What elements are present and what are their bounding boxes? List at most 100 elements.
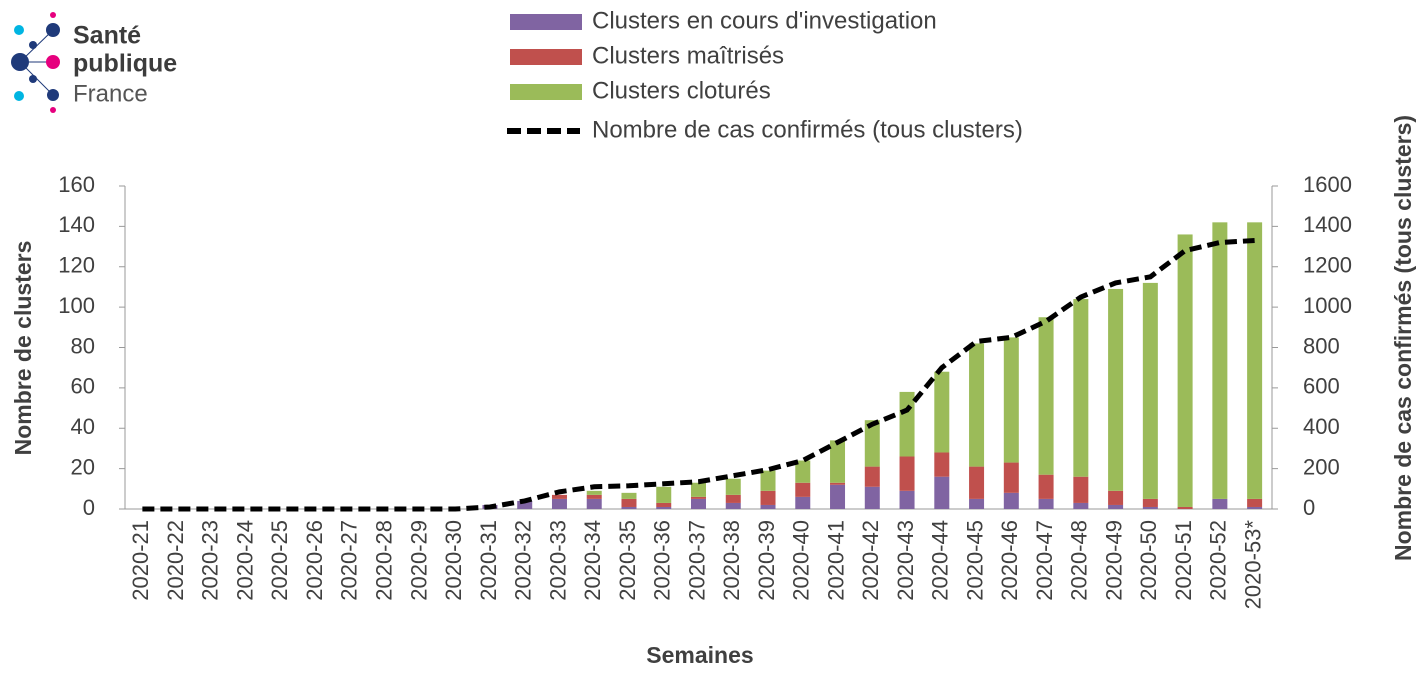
y-tick-label: 120 [58, 253, 95, 278]
bar [934, 371, 950, 453]
y2-tick-label: 400 [1303, 414, 1340, 439]
bar [586, 490, 602, 495]
x-tick-label: 2020-35 [615, 520, 640, 601]
bar [795, 496, 811, 509]
bar [621, 506, 637, 509]
x-tick-label: 2020-53* [1240, 520, 1265, 610]
y-tick-label: 20 [71, 454, 95, 479]
bar [1003, 462, 1019, 493]
bar [1073, 299, 1089, 477]
bar [656, 486, 672, 503]
bar [725, 478, 741, 495]
logo-text: publique [73, 50, 177, 78]
x-tick-label: 2020-31 [476, 520, 501, 601]
x-tick-label: 2020-51 [1171, 520, 1196, 601]
bar [551, 498, 567, 509]
bar [725, 502, 741, 509]
bar [586, 494, 602, 499]
logo-text: Santé [73, 22, 141, 50]
bar [864, 466, 880, 487]
bar [621, 498, 637, 507]
bar [1073, 476, 1089, 503]
bar [760, 490, 776, 505]
bar [1177, 234, 1193, 507]
bar [1247, 498, 1263, 507]
bar [1108, 490, 1124, 505]
x-tick-label: 2020-44 [928, 520, 953, 601]
x-tick-label: 2020-49 [1101, 520, 1126, 601]
x-axis-title: Semaines [646, 642, 753, 668]
x-tick-label: 2020-47 [1032, 520, 1057, 601]
x-tick-label: 2020-42 [858, 520, 883, 601]
x-tick-label: 2020-34 [580, 520, 605, 601]
bar [899, 391, 915, 457]
y2-tick-label: 600 [1303, 374, 1340, 399]
bar [1038, 498, 1054, 509]
bar [864, 486, 880, 509]
bar [691, 482, 706, 497]
x-tick-label: 2020-23 [198, 520, 223, 601]
x-tick-label: 2020-52 [1206, 520, 1231, 601]
bar [899, 456, 915, 491]
bar [899, 490, 915, 509]
bar [969, 343, 985, 467]
y-tick-label: 0 [83, 495, 95, 520]
bar [1038, 474, 1054, 499]
x-tick-label: 2020-27 [337, 520, 362, 601]
y-tick-label: 40 [71, 414, 95, 439]
bar [586, 498, 602, 509]
bar [621, 492, 637, 499]
bar [760, 504, 776, 509]
x-tick-label: 2020-26 [302, 520, 327, 601]
legend-swatch [510, 49, 582, 65]
bar [795, 482, 811, 497]
x-tick-label: 2020-50 [1136, 520, 1161, 601]
bar [760, 470, 776, 491]
bar [1003, 492, 1019, 509]
bar [795, 460, 811, 483]
bar [551, 494, 567, 499]
bar [1142, 498, 1158, 507]
x-tick-label: 2020-45 [962, 520, 987, 601]
x-tick-label: 2020-41 [823, 520, 848, 601]
bar [830, 484, 846, 509]
x-tick-label: 2020-21 [128, 520, 153, 601]
x-tick-label: 2020-37 [684, 520, 709, 601]
bar [1108, 504, 1124, 509]
y2-tick-label: 800 [1303, 333, 1340, 358]
legend-label: Clusters maîtrisés [592, 42, 784, 69]
bar [725, 494, 741, 503]
bar [934, 476, 950, 509]
bar [1142, 506, 1158, 509]
y2-tick-label: 1000 [1303, 293, 1352, 318]
legend-swatch [510, 84, 582, 100]
bar [517, 500, 533, 509]
legend-swatch [510, 14, 582, 30]
y-tick-label: 60 [71, 374, 95, 399]
y-tick-label: 80 [71, 333, 95, 358]
bar [1108, 288, 1124, 491]
bar [691, 496, 706, 499]
logo: Santé publique France [11, 12, 177, 113]
bar [656, 506, 672, 509]
bar [969, 498, 985, 509]
y2-tick-label: 200 [1303, 454, 1340, 479]
x-tick-label: 2020-29 [406, 520, 431, 601]
x-tick-label: 2020-24 [232, 520, 257, 601]
bar [656, 502, 672, 507]
x-tick-label: 2020-32 [511, 520, 536, 601]
bar [1212, 498, 1228, 509]
y2-tick-label: 1200 [1303, 253, 1352, 278]
y-axis-title: Nombre de clusters [10, 241, 36, 456]
legend-label: Clusters en cours d'investigation [592, 7, 937, 34]
x-tick-label: 2020-38 [719, 520, 744, 601]
legend-label: Clusters cloturés [592, 77, 771, 104]
x-tick-label: 2020-22 [163, 520, 188, 601]
bar [830, 440, 846, 483]
bar [1142, 282, 1158, 499]
bar [1038, 317, 1054, 475]
bar [864, 420, 880, 467]
line [142, 238, 1255, 512]
bar [1177, 506, 1193, 509]
